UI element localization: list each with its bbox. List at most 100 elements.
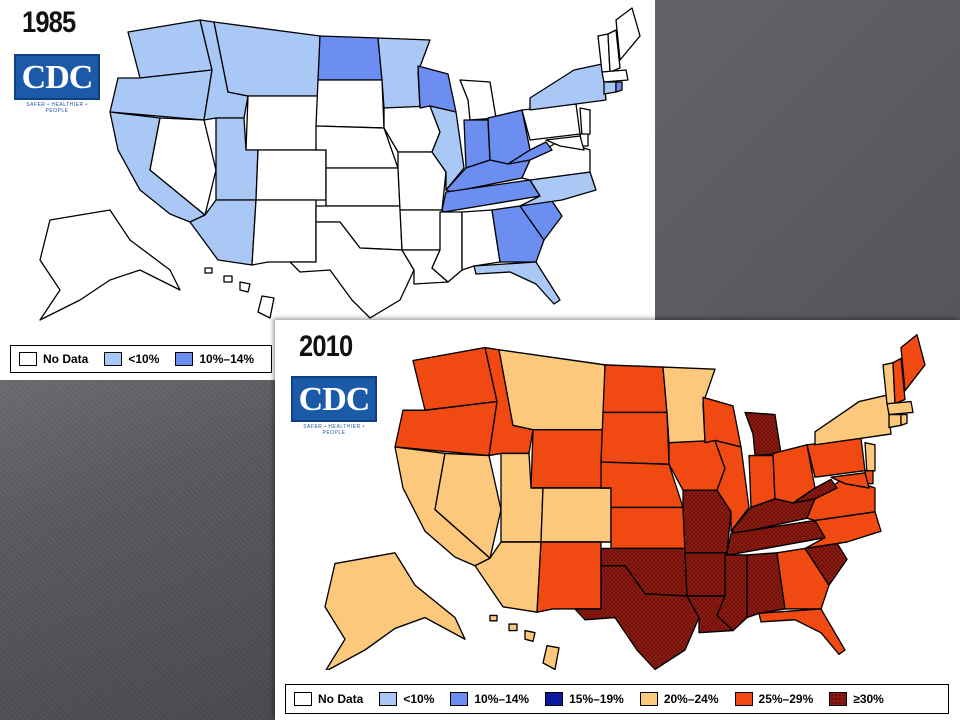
state-nv: [149, 117, 217, 216]
state-wy: [245, 95, 319, 151]
state-mt: [498, 349, 606, 431]
state-or: [109, 69, 213, 121]
legend-item-under-10: <10%: [379, 692, 434, 706]
state-ct: [888, 413, 902, 429]
state-ma: [601, 69, 629, 83]
cdc-logo-mark: CDC: [14, 54, 100, 100]
legend-swatch: [829, 692, 848, 706]
state-ak: [39, 209, 181, 321]
legend-label: 10%–14%: [474, 692, 530, 706]
legend-item-no-data: No Data: [294, 692, 363, 706]
state-mi: [744, 411, 782, 457]
legend-item-30-plus: ≥30%: [829, 692, 884, 706]
legend-item-15-19: 15%–19%: [545, 692, 624, 706]
state-wv: [507, 141, 553, 165]
map-panel-2010: 2010 CDC SAFER • HEALTHIER • PEOPLE No D…: [275, 320, 960, 720]
state-ny: [529, 63, 607, 111]
legend-item-25-29: 25%–29%: [734, 692, 813, 706]
legend-swatch: [19, 352, 37, 366]
state-wa: [127, 19, 213, 79]
state-wi: [417, 65, 457, 113]
state-ks: [325, 167, 401, 207]
legend-label: <10%: [128, 352, 160, 366]
state-wy: [530, 428, 604, 489]
legend-swatch: [104, 352, 123, 366]
state-ne: [315, 125, 399, 169]
legend-label: 10%–14%: [199, 352, 255, 366]
state-al: [461, 209, 501, 271]
legend-label: ≥30%: [853, 692, 884, 706]
legend-swatch: [450, 692, 469, 706]
state-sd: [600, 411, 670, 465]
legend-label: 15%–19%: [569, 692, 624, 706]
state-ri: [615, 81, 623, 93]
state-wa: [412, 346, 498, 411]
state-ma: [886, 400, 914, 416]
cdc-logo-tagline: SAFER • HEALTHIER • PEOPLE: [26, 102, 88, 114]
state-mt: [213, 21, 321, 97]
state-ne: [600, 461, 684, 509]
state-ks: [610, 506, 686, 550]
state-ga: [491, 205, 545, 263]
slide-background-bottom-left: [0, 380, 275, 720]
state-md: [545, 135, 585, 151]
legend-2010: No Data <10% 10%–14% 15%–19% 20%–24% 25%…: [285, 684, 949, 714]
state-hi: [204, 267, 275, 319]
state-or: [394, 400, 498, 457]
map-panel-1985: 1985 CDC SAFER • HEALTHIER • PEOPLE No D…: [0, 0, 655, 380]
legend-item-20-24: 20%–24%: [639, 692, 719, 706]
state-md: [830, 472, 870, 489]
slide-background-top-right: [655, 0, 960, 320]
legend-swatch: [639, 692, 658, 706]
state-nm: [536, 541, 602, 613]
legend-swatch: [294, 692, 312, 706]
legend-label: No Data: [318, 692, 364, 706]
legend-label: No Data: [43, 352, 89, 366]
legend-item-no-data: No Data: [19, 352, 88, 366]
state-co: [255, 149, 327, 201]
state-nj: [579, 107, 591, 137]
legend-swatch: [545, 692, 564, 706]
state-mi: [459, 79, 497, 121]
state-tx: [574, 565, 700, 670]
state-il: [714, 439, 750, 532]
state-nj: [864, 441, 876, 474]
state-nv: [434, 452, 502, 559]
state-ar: [684, 552, 728, 597]
state-il: [429, 105, 465, 191]
state-ny: [814, 394, 892, 446]
state-co: [540, 487, 612, 543]
legend-label: 20%–24%: [663, 692, 719, 706]
state-ga: [776, 547, 830, 610]
legend-item-10-14: 10%–14%: [175, 352, 254, 366]
year-title-2010: 2010: [299, 330, 353, 363]
legend-item-10-14: 10%–14%: [450, 692, 529, 706]
cdc-logo-mark: CDC: [291, 376, 377, 422]
us-map-1985: [39, 7, 641, 321]
state-me: [900, 333, 926, 392]
state-fl: [473, 261, 561, 305]
state-fl: [758, 608, 846, 656]
state-nm: [251, 199, 317, 266]
state-hi: [489, 614, 560, 670]
us-map-2010: [324, 333, 926, 670]
state-sd: [315, 79, 385, 129]
cdc-logo-2010: CDC SAFER • HEALTHIER • PEOPLE: [291, 376, 377, 436]
legend-1985: No Data <10% 10%–14%: [10, 345, 272, 373]
state-ar: [399, 209, 443, 251]
state-wv: [792, 478, 838, 504]
year-title-1985: 1985: [22, 6, 76, 39]
cdc-logo-1985: CDC SAFER • HEALTHIER • PEOPLE: [14, 54, 100, 114]
state-nd: [317, 35, 383, 81]
state-tx: [289, 221, 415, 319]
state-ia: [383, 105, 441, 153]
state-ct: [603, 81, 617, 95]
state-nd: [602, 364, 668, 414]
legend-label: <10%: [403, 692, 435, 706]
legend-swatch: [379, 692, 398, 706]
state-al: [746, 552, 786, 619]
cdc-logo-tagline: SAFER • HEALTHIER • PEOPLE: [303, 424, 365, 436]
state-ak: [324, 552, 466, 670]
state-nh: [892, 357, 906, 405]
state-ia: [668, 439, 726, 491]
